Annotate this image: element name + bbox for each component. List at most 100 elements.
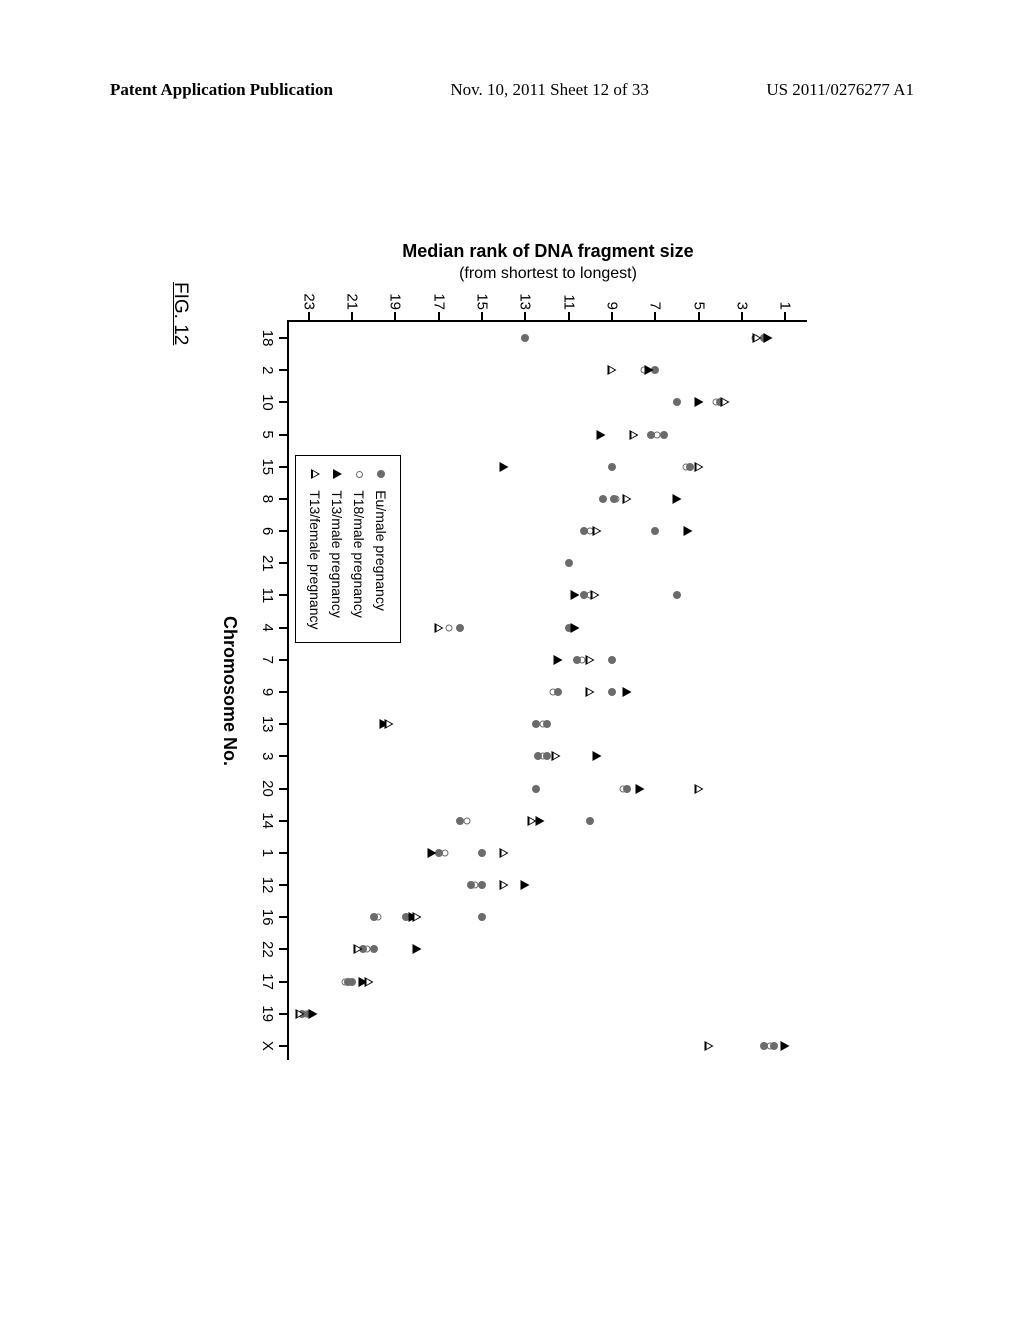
- tri-open-icon: [413, 912, 422, 922]
- y-tick: [351, 312, 353, 322]
- x-tick: [279, 755, 289, 757]
- y-tick: [741, 312, 743, 322]
- data-point: [753, 333, 762, 343]
- y-tick: [438, 312, 440, 322]
- y-tick-label: 5: [690, 282, 707, 310]
- x-tick-label: 1: [259, 849, 276, 857]
- data-point: [571, 623, 580, 633]
- data-point: [586, 687, 595, 697]
- data-point: [599, 495, 607, 503]
- data-point: [578, 656, 585, 663]
- y-tick: [568, 312, 570, 322]
- data-point: [370, 945, 378, 953]
- tri-filled-icon: [597, 430, 606, 440]
- x-tick: [279, 498, 289, 500]
- y-tick-label: 15: [474, 282, 491, 310]
- x-tick-label: 22: [259, 941, 276, 958]
- tri-filled-icon: [428, 848, 437, 858]
- tri-open-icon: [384, 719, 393, 729]
- y-tick-label: 9: [604, 282, 621, 310]
- tri-filled-icon: [333, 469, 342, 479]
- data-point: [720, 397, 729, 407]
- data-point: [613, 495, 620, 502]
- data-point: [623, 687, 632, 697]
- circle-filled-icon: [660, 431, 668, 439]
- x-tick: [279, 852, 289, 854]
- y-tick: [784, 312, 786, 322]
- circle-open-icon: [539, 753, 546, 760]
- tri-filled-icon: [764, 333, 773, 343]
- circle-filled-icon: [651, 527, 659, 535]
- data-point: [539, 721, 546, 728]
- tri-filled-icon: [499, 462, 508, 472]
- circle-filled-icon: [478, 881, 486, 889]
- data-point: [629, 430, 638, 440]
- y-axis-label: Median rank of DNA fragment size (from s…: [402, 241, 693, 283]
- legend-item: T13/male pregnancy: [326, 468, 348, 629]
- x-tick: [279, 337, 289, 339]
- data-point: [472, 882, 479, 889]
- data-point: [463, 817, 470, 824]
- x-tick-label: X: [259, 1041, 276, 1051]
- tri-open-icon: [623, 494, 632, 504]
- x-tick: [279, 1013, 289, 1015]
- circle-open-icon: [342, 978, 349, 985]
- data-point: [592, 751, 601, 761]
- circle-filled-icon: [370, 945, 378, 953]
- data-point: [586, 655, 595, 665]
- data-point: [565, 559, 573, 567]
- legend-label: Eu/male pregnancy: [373, 490, 389, 611]
- x-tick: [279, 466, 289, 468]
- data-point: [764, 333, 773, 343]
- y-tick-label: 7: [647, 282, 664, 310]
- data-point: [521, 334, 529, 342]
- page-header: Patent Application Publication Nov. 10, …: [0, 80, 1024, 100]
- tri-open-icon: [753, 333, 762, 343]
- x-tick: [279, 401, 289, 403]
- tri-open-icon: [629, 430, 638, 440]
- data-point: [644, 365, 653, 375]
- tri-open-icon: [354, 944, 363, 954]
- x-tick: [279, 659, 289, 661]
- circle-open-icon: [463, 817, 470, 824]
- data-point: [550, 689, 557, 696]
- data-point: [592, 526, 601, 536]
- circle-filled-icon: [532, 785, 540, 793]
- x-tick-label: 7: [259, 656, 276, 664]
- circle-filled-icon: [478, 913, 486, 921]
- tri-open-icon: [365, 977, 374, 987]
- header-left: Patent Application Publication: [110, 80, 333, 100]
- circle-open-icon: [356, 471, 363, 478]
- tri-filled-icon: [521, 880, 530, 890]
- tri-filled-icon: [571, 590, 580, 600]
- x-tick-label: 19: [259, 1005, 276, 1022]
- circle-filled-icon: [608, 463, 616, 471]
- data-point: [619, 785, 626, 792]
- tri-filled-icon: [571, 623, 580, 633]
- data-point: [586, 817, 594, 825]
- data-point: [442, 849, 449, 856]
- tri-filled-icon: [781, 1041, 790, 1051]
- data-point: [428, 848, 437, 858]
- data-point: [521, 880, 530, 890]
- data-point: [694, 397, 703, 407]
- circle-open-icon: [446, 624, 453, 631]
- x-tick-label: 9: [259, 688, 276, 696]
- circle-open-icon: [613, 495, 620, 502]
- data-point: [682, 463, 689, 470]
- tri-filled-icon: [683, 526, 692, 536]
- x-tick-label: 5: [259, 430, 276, 438]
- data-point: [499, 462, 508, 472]
- x-tick-label: 8: [259, 495, 276, 503]
- data-point: [309, 1009, 318, 1019]
- y-tick: [481, 312, 483, 322]
- data-point: [608, 688, 616, 696]
- circle-filled-icon: [521, 334, 529, 342]
- tri-open-icon: [527, 816, 536, 826]
- data-point: [608, 463, 616, 471]
- data-point: [654, 431, 661, 438]
- circle-open-icon: [442, 849, 449, 856]
- data-point: [296, 1009, 305, 1019]
- tri-open-icon: [590, 590, 599, 600]
- data-point: [651, 527, 659, 535]
